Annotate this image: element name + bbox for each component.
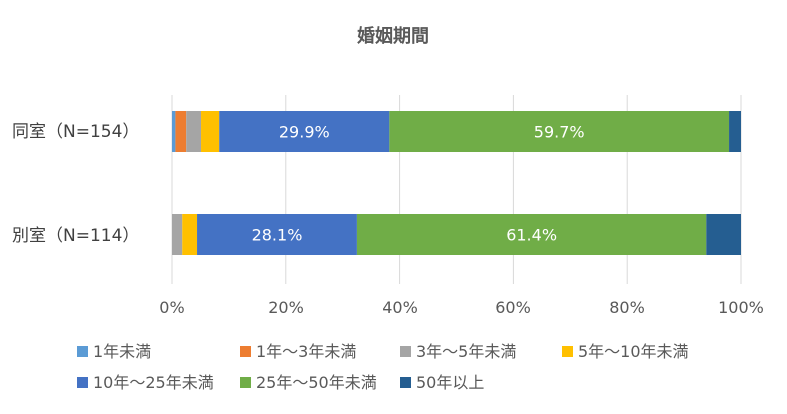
data-label-0-4: 29.9% (279, 123, 330, 142)
legend-label-0: 1年未満 (93, 342, 151, 361)
bar-segment-0-4 (219, 111, 390, 152)
x-tick-4: 80% (609, 298, 645, 317)
bar-segment-0-1 (175, 111, 187, 152)
legend-swatch-0 (77, 346, 88, 357)
x-tick-1: 20% (268, 298, 304, 317)
category-label-1: 別室（N=114） (12, 226, 139, 246)
bar-segment-0-5 (389, 111, 730, 152)
bar-segment-1-2 (172, 214, 183, 255)
data-label-1-5: 61.4% (506, 226, 557, 245)
legend-swatch-3 (562, 346, 573, 357)
x-tick-3: 60% (495, 298, 531, 317)
data-labels: 29.9% 59.7% 28.1% 61.4% (252, 123, 585, 245)
data-label-1-4: 28.1% (252, 226, 303, 245)
legend-swatch-4 (77, 377, 88, 388)
legend-label-3: 5年～10年未満 (578, 342, 689, 361)
bar-segment-0-3 (201, 111, 220, 152)
legend-swatch-1 (240, 346, 251, 357)
chart-title: 婚姻期間 (357, 25, 429, 47)
bar-segment-0-0 (172, 111, 176, 152)
legend-label-5: 25年～50年未満 (256, 373, 377, 392)
bar-segment-0-6 (729, 111, 741, 152)
legend-label-1: 1年～3年未満 (256, 342, 356, 361)
bar-segment-1-5 (356, 214, 707, 255)
data-label-0-5: 59.7% (534, 123, 585, 142)
x-tick-0: 0% (159, 298, 184, 317)
bar-segment-1-6 (706, 214, 741, 255)
bar-segment-0-2 (186, 111, 202, 152)
bar-segment-1-4 (197, 214, 357, 255)
category-label-0: 同室（N=154） (12, 122, 139, 142)
bar-segment-1-3 (182, 214, 198, 255)
legend-swatch-2 (400, 346, 411, 357)
legend-label-2: 3年～5年未満 (416, 342, 516, 361)
legend-swatch-6 (400, 377, 411, 388)
legend-label-6: 50年以上 (416, 373, 484, 392)
x-tick-2: 40% (382, 298, 418, 317)
legend-swatch-5 (240, 377, 251, 388)
x-tick-5: 100% (718, 298, 764, 317)
legend-label-4: 10年～25年未満 (93, 373, 214, 392)
bars (172, 111, 741, 255)
